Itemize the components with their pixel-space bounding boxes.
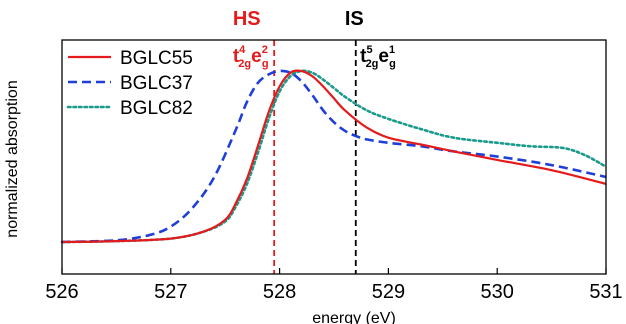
x-tick-label: 529 (372, 281, 405, 303)
x-axis-ticks: 526 527 528 529 530 531 (45, 268, 623, 303)
hs-marker-title: HS (233, 8, 261, 30)
x-tick-label: 527 (154, 281, 187, 303)
series-line-bglc82 (60, 69, 608, 244)
x-tick-label: 530 (481, 281, 514, 303)
x-axis-label: energy (eV) (312, 310, 396, 324)
x-tick-label: 531 (589, 281, 622, 303)
series-line-bglc55 (61, 69, 607, 244)
legend-label-bglc82: BGLC82 (120, 98, 193, 119)
x-tick-label: 528 (263, 281, 296, 303)
hs-state-label: t4 2ge2 g (233, 44, 269, 70)
series-line-bglc37 (61, 69, 607, 244)
legend-label-bglc55: BGLC55 (120, 48, 193, 69)
is-marker-title: IS (345, 8, 364, 30)
y-axis-label: normalized absorption (4, 80, 21, 237)
legend: BGLC55 BGLC37 BGLC82 (66, 48, 193, 119)
legend-label-bglc37: BGLC37 (120, 73, 193, 94)
is-state-label: t5 2ge1 g (360, 44, 396, 70)
plot-area-frame (61, 39, 607, 275)
plot-series (60, 69, 608, 244)
spin-state-markers: HS t4 2ge2 g IS t5 2ge1 g (233, 8, 396, 274)
x-tick-label: 526 (45, 281, 78, 303)
